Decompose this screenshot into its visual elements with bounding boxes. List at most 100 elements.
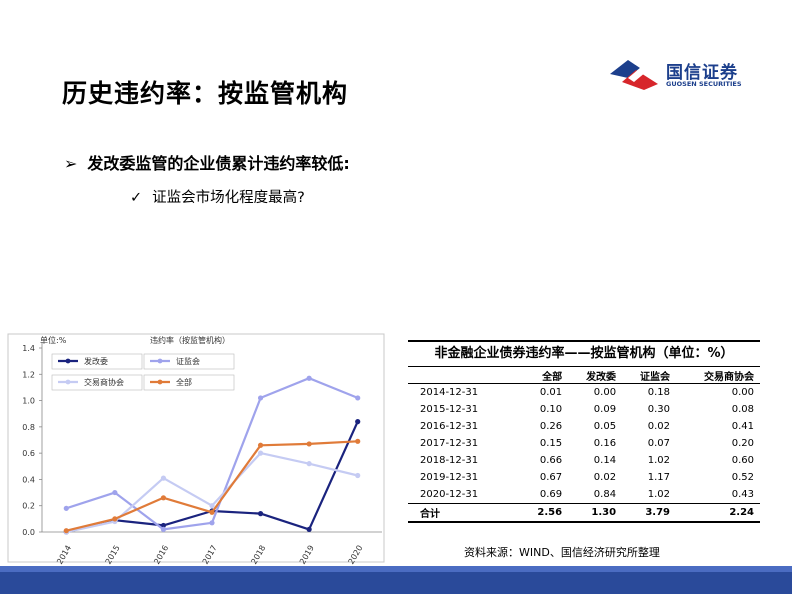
y-tick-label: 0.8 <box>22 423 35 432</box>
table-cell: 0.30 <box>647 404 671 415</box>
data-point <box>257 442 264 448</box>
bullet-main-text: 发改委监管的企业债累计违约率较低: <box>87 154 350 173</box>
table-title: 非金融企业债券违约率——按监管机构（单位：%） <box>408 340 760 367</box>
y-tick-label: 0.4 <box>22 475 35 484</box>
legend-marker <box>157 358 163 364</box>
legend-marker <box>157 379 163 385</box>
data-point <box>112 489 118 496</box>
table-cell: 0.01 <box>539 387 563 398</box>
table-row: 2019-12-31 0.67 0.02 1.17 0.52 <box>408 469 760 486</box>
data-point <box>355 395 361 401</box>
table-cell: 0.02 <box>647 421 671 432</box>
table-header-cell: 证监会 <box>622 367 677 384</box>
table-cell: 2015-12-31 <box>420 404 479 415</box>
arrow-bullet-icon: ➢ <box>64 154 78 173</box>
table-row: 2016-12-31 0.26 0.05 0.02 0.41 <box>408 418 760 435</box>
table-header-cell: 全部 <box>522 367 569 384</box>
table-header-cell <box>408 367 523 384</box>
company-logo: 国信证券 GUOSEN SECURITIES <box>608 56 758 96</box>
data-point <box>257 395 264 401</box>
table-cell: 0.08 <box>731 404 754 415</box>
table-cell: 0.09 <box>593 404 617 415</box>
y-tick-label: 0.0 <box>22 528 35 537</box>
table-cell: 0.05 <box>593 421 617 432</box>
legend-label: 发改委 <box>84 356 108 366</box>
bullet-main: ➢ 发改委监管的企业债累计违约率较低: <box>64 150 350 174</box>
table-cell: 0.69 <box>539 489 563 500</box>
table-cell: 0.00 <box>731 387 754 398</box>
data-point <box>355 472 361 479</box>
logo-english: GUOSEN SECURITIES <box>666 80 742 88</box>
data-point <box>63 505 69 511</box>
table-cell: 0.15 <box>539 438 563 449</box>
check-bullet-icon: ✓ <box>130 190 143 206</box>
data-point <box>209 509 215 515</box>
table-cell: 2.24 <box>676 503 760 523</box>
legend-box <box>143 374 235 391</box>
data-point <box>63 528 69 534</box>
data-point <box>112 516 118 522</box>
table-cell: 2018-12-31 <box>420 455 479 466</box>
y-tick-label: 0.2 <box>22 502 35 511</box>
table-cell: 0.20 <box>731 438 754 449</box>
data-point <box>160 475 167 481</box>
data-point <box>306 441 312 447</box>
table-cell: 0.07 <box>647 438 671 449</box>
legend-box <box>51 374 143 391</box>
data-point <box>209 503 215 509</box>
page-title: 历史违约率：按监管机构 <box>62 79 349 108</box>
legend-marker <box>65 379 71 385</box>
table-cell: 0.10 <box>539 404 563 415</box>
chart-title: 违约率（按监管机构） <box>150 335 230 345</box>
data-point <box>306 526 312 532</box>
table-cell: 2017-12-31 <box>420 438 479 449</box>
legend-label: 证监会 <box>176 356 200 366</box>
data-point <box>306 461 312 467</box>
table-header-row: 全部 发改委 证监会 交易商协会 <box>408 367 760 384</box>
table-cell: 3.79 <box>622 503 677 523</box>
footer-stripe <box>0 566 792 572</box>
table-header-cell: 发改委 <box>568 367 623 384</box>
legend-marker <box>65 358 71 364</box>
table-cell: 0.14 <box>593 455 617 466</box>
default-rate-table: 非金融企业债券违约率——按监管机构（单位：%） 全部 发改委 证监会 交易商协会… <box>408 340 760 523</box>
legend-box <box>143 353 235 370</box>
table-cell: 0.41 <box>731 421 754 432</box>
legend-box <box>51 353 143 370</box>
y-tick-label: 1.4 <box>22 344 35 353</box>
table-cell: 0.26 <box>539 421 563 432</box>
data-point <box>257 511 264 517</box>
table-cell: 0.60 <box>731 455 754 466</box>
table-cell: 2020-12-31 <box>420 489 479 500</box>
table-cell: 2014-12-31 <box>420 387 479 398</box>
table-header-cell: 交易商协会 <box>676 367 760 384</box>
table-row: 2020-12-31 0.69 0.84 1.02 0.43 <box>408 486 760 504</box>
source-note: 资料来源：WIND、国信经济研究所整理 <box>464 546 660 559</box>
logo-mark-icon <box>610 60 658 90</box>
table-row: 2014-12-31 0.01 0.00 0.18 0.00 <box>408 384 760 402</box>
table-cell: 0.16 <box>593 438 617 449</box>
data-point <box>160 495 167 501</box>
table-cell: 合计 <box>408 503 523 523</box>
table-cell: 2016-12-31 <box>420 421 479 432</box>
y-tick-label: 1.0 <box>22 397 35 406</box>
legend-label: 交易商协会 <box>84 377 124 387</box>
table-cell: 0.00 <box>593 387 617 398</box>
table-cell: 0.52 <box>731 472 754 483</box>
table-cell: 1.02 <box>647 489 671 500</box>
data-point <box>257 450 264 456</box>
y-tick-label: 1.2 <box>22 370 35 379</box>
data-point <box>160 522 167 529</box>
bullet-sub: ✓ 证监会市场化程度最高? <box>130 186 305 207</box>
y-tick-label: 0.6 <box>22 449 35 458</box>
data-point <box>160 526 167 532</box>
table-cell: 2019-12-31 <box>420 472 479 483</box>
table-cell: 1.17 <box>647 472 671 483</box>
table-cell: 0.18 <box>647 387 671 398</box>
logo-name: 国信证券 <box>666 63 738 83</box>
data-point <box>355 419 361 425</box>
table-cell: 0.43 <box>731 489 754 500</box>
y-axis-label: 单位:% <box>40 335 67 345</box>
table-cell: 0.02 <box>593 472 617 483</box>
table-cell: 1.30 <box>568 503 623 523</box>
